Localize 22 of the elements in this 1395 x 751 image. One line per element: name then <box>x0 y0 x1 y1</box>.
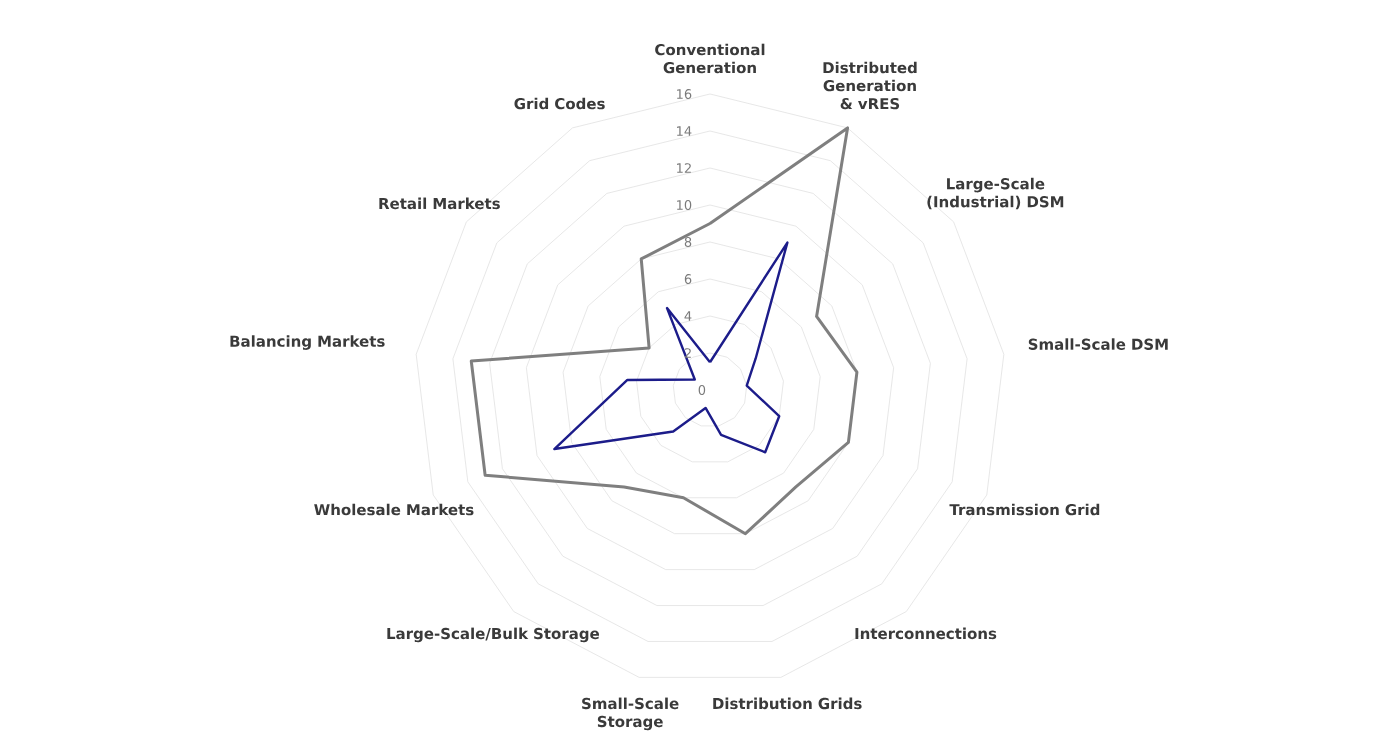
spoke-label: Conventional Generation <box>655 43 765 74</box>
spoke-label: Interconnections <box>855 627 997 640</box>
spoke-label: Transmission Grid <box>949 503 1100 516</box>
y-tick-label: 4 <box>684 311 692 321</box>
spoke-label: Small-Scale Storage <box>582 697 679 731</box>
y-tick-label: 16 <box>677 89 692 99</box>
y-tick-label: 8 <box>684 237 692 247</box>
spoke-label: Small-Scale DSM <box>1028 338 1168 350</box>
y-tick-label: 12 <box>677 163 691 173</box>
y-tick-label: 6 <box>684 274 692 284</box>
spoke-label: Distributed Generation & vRES <box>823 61 917 110</box>
spoke-label: Grid Codes <box>514 97 605 110</box>
y-tick-label: 10 <box>677 200 692 210</box>
spoke-label: Balancing Markets <box>230 335 385 350</box>
spoke-label: Distribution Grids <box>713 697 862 710</box>
y-tick-label: 0 <box>698 385 706 395</box>
y-tick-label: 14 <box>677 126 692 136</box>
y-tick-label: 2 <box>684 348 691 358</box>
spoke-label: Large-Scale/Bulk Storage <box>387 627 600 643</box>
spoke-label: Large-Scale (Industrial) DSM <box>927 177 1064 210</box>
spoke-label: Retail Markets <box>379 197 500 210</box>
spoke-label: Wholesale Markets <box>314 503 474 516</box>
